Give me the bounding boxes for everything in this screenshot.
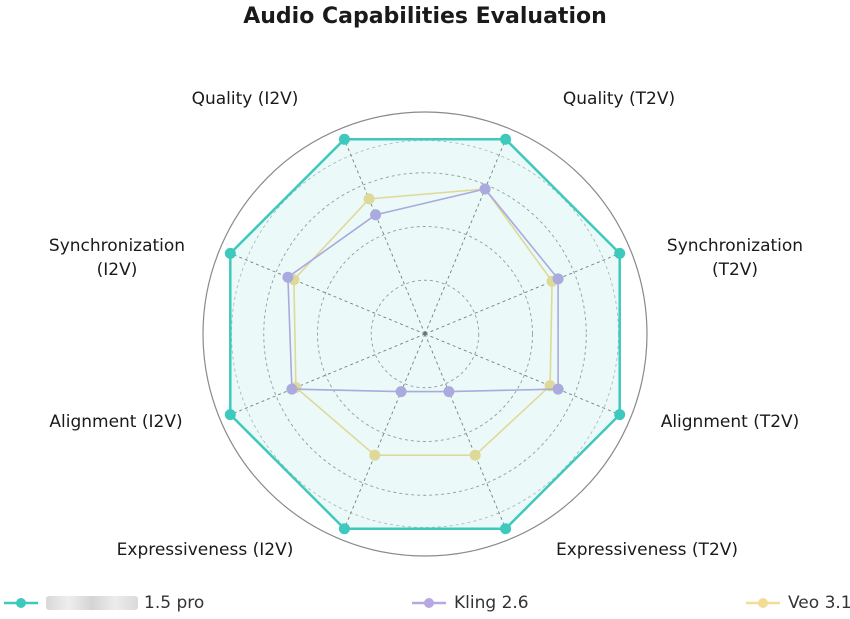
series-2-point-5 bbox=[395, 386, 407, 398]
series-2-point-2 bbox=[552, 273, 564, 285]
legend-label: 1.5 pro bbox=[144, 593, 205, 613]
series-1-point-3 bbox=[614, 409, 626, 421]
legend-item-series-3: Veo 3.1 bbox=[746, 588, 850, 618]
legend-label: Kling 2.6 bbox=[454, 593, 529, 613]
series-1-point-2 bbox=[614, 247, 626, 259]
series-2-point-3 bbox=[552, 383, 564, 395]
axis-label-1: Quality (T2V) bbox=[563, 89, 675, 109]
series-2-point-8 bbox=[370, 209, 382, 221]
chart-title: Audio Capabilities Evaluation bbox=[243, 4, 607, 29]
radar-chart: * Quality (T2V) Synchronization(T2V) Align… bbox=[49, 89, 803, 560]
axis-labels: Quality (T2V) Synchronization (T2V) Alignme… bbox=[49, 89, 803, 560]
axis-label-3: Alignment (T2V) bbox=[661, 412, 800, 432]
series-1-area bbox=[229, 138, 621, 530]
legend-item-series-2: Kling 2.6 bbox=[412, 588, 529, 618]
series-2-point-4 bbox=[443, 386, 455, 398]
series-1 bbox=[224, 133, 626, 535]
axis-label-7: Synchronization (I2V) bbox=[49, 236, 185, 280]
legend: 1.5 pro Kling 2.6 Veo 3.1 bbox=[0, 588, 850, 618]
center-mark: * bbox=[423, 330, 428, 341]
legend-marker-icon bbox=[746, 598, 780, 608]
series-2-point-7 bbox=[282, 271, 294, 283]
legend-marker-icon bbox=[4, 598, 38, 608]
series-1-point-7 bbox=[224, 247, 236, 259]
legend-redacted-text bbox=[46, 596, 138, 610]
series-1-point-6 bbox=[224, 409, 236, 421]
grid-ring-1 bbox=[370, 279, 480, 389]
legend-marker-icon bbox=[412, 598, 446, 608]
grid-ring-3 bbox=[263, 172, 587, 496]
series-1-point-4 bbox=[500, 523, 512, 535]
series-1-point-1 bbox=[500, 133, 512, 145]
series-3-point-4 bbox=[469, 449, 481, 461]
axis-label-8: Quality (I2V) bbox=[192, 89, 299, 109]
grid-ring-2 bbox=[317, 226, 533, 442]
series-1-point-8 bbox=[338, 133, 350, 145]
series-2-point-1 bbox=[479, 183, 491, 195]
legend-item-series-1: 1.5 pro bbox=[4, 588, 204, 618]
axis-label-5: Expressiveness (I2V) bbox=[117, 540, 294, 560]
series-2-point-6 bbox=[286, 383, 298, 395]
legend-label: Veo 3.1 bbox=[788, 593, 850, 613]
axis-label-4: Expressiveness (T2V) bbox=[556, 540, 738, 560]
series-2 bbox=[282, 183, 564, 398]
radar-series bbox=[224, 133, 626, 535]
axis-label-6: Alignment (I2V) bbox=[49, 412, 182, 432]
series-3-point-8 bbox=[363, 193, 375, 205]
outer-ring bbox=[202, 111, 648, 557]
axis-label-2: Synchronization (T2V) bbox=[667, 236, 803, 280]
series-3-point-5 bbox=[369, 449, 381, 461]
series-1-point-5 bbox=[338, 523, 350, 535]
